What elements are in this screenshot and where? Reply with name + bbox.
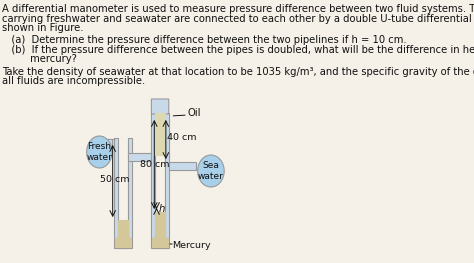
Text: (b)  If the pressure difference between the pipes is doubled, what will be the d: (b) If the pressure difference between t…	[2, 45, 474, 55]
Bar	[151, 238, 169, 248]
Bar	[155, 113, 164, 155]
Bar	[152, 238, 168, 247]
Bar	[105, 139, 112, 147]
Text: (a)  Determine the pressure difference between the two pipelines if h = 10 cm.: (a) Determine the pressure difference be…	[2, 35, 406, 45]
Bar	[164, 113, 169, 238]
Text: all fluids are incompressible.: all fluids are incompressible.	[2, 76, 145, 86]
Bar	[169, 162, 196, 170]
Text: 50 cm: 50 cm	[100, 175, 129, 184]
Bar	[115, 238, 131, 247]
Bar	[114, 138, 118, 238]
Text: carrying freshwater and seawater are connected to each other by a double U-tube : carrying freshwater and seawater are con…	[2, 13, 474, 23]
Bar	[105, 139, 114, 147]
Text: Mercury: Mercury	[172, 241, 211, 250]
Text: Take the density of seawater at that location to be 1035 kg/m³, and the specific: Take the density of seawater at that loc…	[2, 67, 474, 77]
Text: A differential manometer is used to measure pressure difference between two flui: A differential manometer is used to meas…	[2, 4, 474, 14]
Text: mercury?: mercury?	[2, 54, 77, 64]
Text: $h$: $h$	[158, 203, 165, 215]
Ellipse shape	[198, 155, 224, 187]
Bar	[128, 153, 151, 161]
Bar	[151, 113, 155, 238]
Bar	[118, 220, 128, 238]
Text: Oil: Oil	[188, 108, 201, 118]
Ellipse shape	[87, 136, 112, 168]
Bar	[155, 233, 164, 248]
FancyBboxPatch shape	[151, 99, 169, 114]
Bar	[114, 238, 132, 248]
Text: Sea
water: Sea water	[198, 161, 224, 181]
Text: shown in Figure.: shown in Figure.	[2, 23, 83, 33]
Text: 80 cm: 80 cm	[140, 160, 170, 169]
Bar	[128, 138, 132, 238]
Text: Fresh
water: Fresh water	[86, 142, 112, 162]
Bar	[155, 212, 164, 238]
Bar	[118, 233, 128, 248]
Text: 40 cm: 40 cm	[167, 133, 197, 142]
